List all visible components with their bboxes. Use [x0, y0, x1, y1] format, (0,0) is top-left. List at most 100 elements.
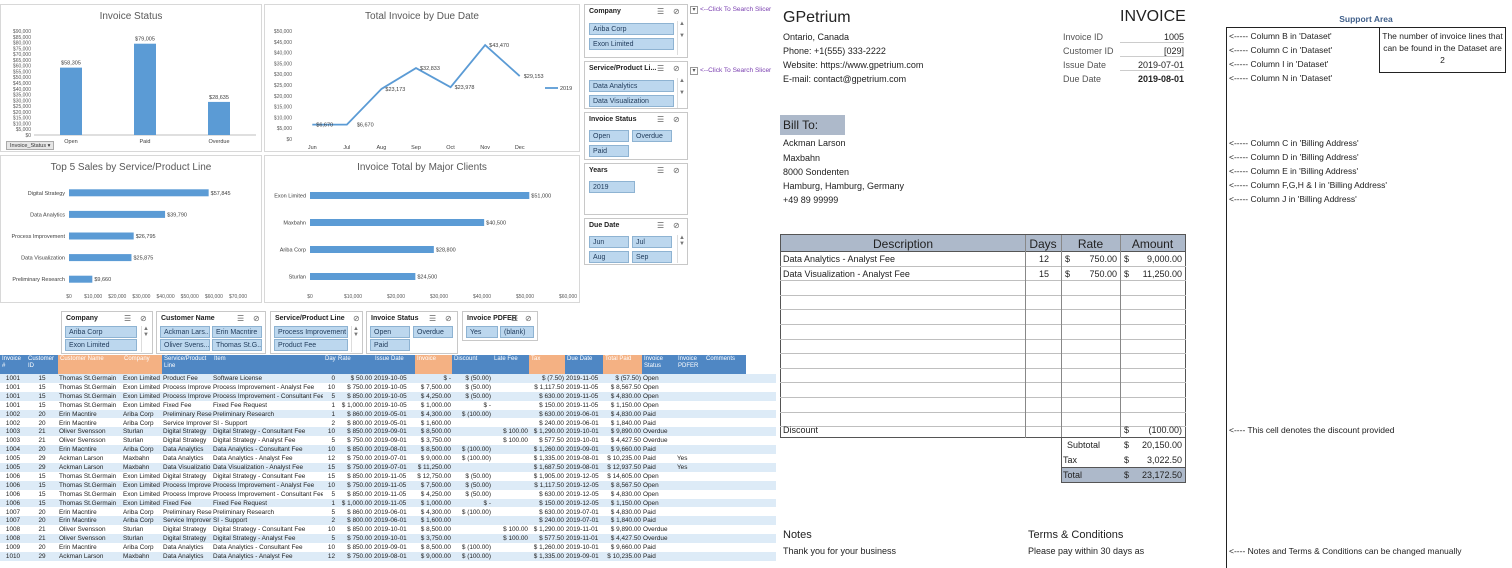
- table-cell[interactable]: SI - Support: [213, 419, 248, 427]
- table-cell[interactable]: 2019-11-05: [374, 499, 407, 507]
- slicer-item[interactable]: Open: [370, 326, 410, 338]
- table-cell[interactable]: Process Improve: [163, 481, 211, 489]
- slicer-scrollbar[interactable]: ▲ ▼: [677, 235, 686, 263]
- table-cell[interactable]: $ 750.00: [347, 553, 372, 560]
- table-row[interactable]: 1002 20 Erin Macntire Ariba Corp Service Imp…: [0, 418, 776, 428]
- table-cell[interactable]: $ 850.00: [347, 544, 372, 552]
- table-cell[interactable]: 5: [331, 508, 335, 516]
- slicer-item[interactable]: Overdue: [632, 130, 672, 142]
- table-cell[interactable]: $ 100.00: [503, 428, 528, 436]
- table-cell[interactable]: 2019-09-01: [566, 553, 599, 560]
- search-slicer-icon[interactable]: ▾: [690, 6, 698, 14]
- column-header[interactable]: Comments: [704, 355, 746, 374]
- table-cell[interactable]: $ 800.00: [347, 517, 372, 525]
- table-cell[interactable]: $ 8,500.00: [420, 544, 451, 552]
- table-cell[interactable]: Data Analytics - Analyst Fee: [213, 455, 293, 463]
- table-cell[interactable]: $ (100.00): [461, 508, 491, 516]
- table-row[interactable]: 1003 21 Oliver Svensson Sturlan Digital Stra…: [0, 427, 776, 437]
- table-cell[interactable]: Data Analytics - Consultant Fee: [213, 544, 303, 552]
- table-cell[interactable]: 2: [331, 517, 335, 525]
- table-cell[interactable]: Overdue: [643, 526, 668, 534]
- line-item-row[interactable]: [780, 398, 1186, 413]
- table-cell[interactable]: SI - Support: [213, 517, 248, 525]
- table-cell[interactable]: Open: [643, 481, 659, 489]
- table-cell[interactable]: Data Analytics: [163, 446, 204, 454]
- table-cell[interactable]: Maxbahn: [123, 553, 150, 560]
- table-cell[interactable]: $ 1,150.00: [610, 499, 641, 507]
- company-slicer[interactable]: Company ☰ ⊘ Ariba Corp Exon Limited ▲ ▼: [584, 4, 688, 58]
- table-cell[interactable]: 5: [331, 437, 335, 445]
- table-cell[interactable]: 29: [38, 464, 46, 471]
- table-cell[interactable]: 20: [38, 508, 46, 516]
- table-cell[interactable]: $ 630.00: [539, 410, 564, 418]
- line-desc[interactable]: Data Analytics - Analyst Fee: [783, 254, 896, 264]
- column-header[interactable]: Issue Date: [373, 355, 415, 374]
- table-cell[interactable]: 2019-12-05: [566, 490, 599, 498]
- table-cell[interactable]: $ 12,937.50: [607, 464, 641, 471]
- table-cell[interactable]: Overdue: [643, 535, 668, 543]
- invoice-status-slicer[interactable]: Invoice Status ☰ ⊘ Open Overdue Paid: [584, 112, 688, 160]
- table-cell[interactable]: 1005: [5, 464, 21, 471]
- table-cell[interactable]: $ 1,000.00: [341, 499, 372, 507]
- table-cell[interactable]: 1007: [5, 508, 21, 516]
- table-cell[interactable]: 5: [331, 535, 335, 543]
- table-cell[interactable]: Data Analytics: [163, 544, 204, 552]
- table-cell[interactable]: Exon Limited: [123, 383, 160, 391]
- slicer-item[interactable]: Exon Limited: [65, 339, 137, 351]
- table-cell[interactable]: 1004: [5, 446, 21, 454]
- table-cell[interactable]: $ 4,250.00: [420, 392, 451, 400]
- table-cell[interactable]: $ 7,500.00: [420, 383, 451, 391]
- table-cell[interactable]: 2019-10-01: [566, 437, 599, 445]
- table-cell[interactable]: $ 630.00: [539, 508, 564, 516]
- table-cell[interactable]: $ (100.00): [461, 410, 491, 418]
- table-cell[interactable]: 2019-08-01: [566, 455, 599, 463]
- table-customer-slicer[interactable]: Customer Name ☰ ⊘ Ackman Lars... Erin Ma…: [156, 311, 266, 354]
- table-cell[interactable]: Paid: [643, 419, 656, 427]
- table-cell[interactable]: Digital Strategy - Consultant Fee: [213, 428, 306, 436]
- top5-sales-chart[interactable]: Top 5 Sales by Service/Product Line $57,…: [0, 155, 262, 303]
- column-header[interactable]: Discount: [452, 355, 492, 374]
- multi-select-icon[interactable]: ☰: [657, 64, 665, 73]
- table-row[interactable]: 1006 15 Thomas St.Germain Exon Limited Digit…: [0, 471, 776, 481]
- search-slicer-hint[interactable]: <--Click To Search Slicer: [700, 6, 772, 13]
- table-row[interactable]: 1006 15 Thomas St.Germain Exon Limited Fixed…: [0, 498, 776, 508]
- table-cell[interactable]: Paid: [643, 410, 656, 418]
- search-slicer-hint[interactable]: <--Click To Search Slicer: [700, 67, 772, 74]
- slicer-item[interactable]: Sep: [632, 251, 672, 263]
- table-cell[interactable]: 2019-10-05: [374, 375, 407, 382]
- table-cell[interactable]: $ 9,660.00: [610, 446, 641, 454]
- table-row[interactable]: 1008 21 Oliver Svensson Sturlan Digital Stra…: [0, 534, 776, 544]
- line-desc[interactable]: Data Visualization - Analyst Fee: [783, 269, 910, 279]
- column-header[interactable]: Invoice #: [0, 355, 26, 374]
- table-cell[interactable]: Digital Strategy: [163, 428, 207, 436]
- table-cell[interactable]: $ (100.00): [461, 446, 491, 454]
- table-cell[interactable]: $ 9,000.00: [420, 455, 451, 463]
- table-cell[interactable]: $ 1,000.00: [341, 401, 372, 409]
- table-cell[interactable]: Overdue: [643, 428, 668, 436]
- due-date-slicer[interactable]: Due Date ☰ ⊘ Jun Jul Aug Sep ▲ ▼: [584, 218, 688, 265]
- dataset-table[interactable]: Invoice # Customer ID Customer Name Company…: [0, 355, 776, 561]
- clear-filter-icon[interactable]: ⊘: [673, 115, 680, 124]
- years-slicer[interactable]: Years ☰ ⊘ 2019: [584, 163, 688, 215]
- table-cell[interactable]: 29: [38, 455, 46, 463]
- table-cell[interactable]: Process Improve: [163, 383, 211, 391]
- table-cell[interactable]: Digital Strategy - Analyst Fee: [213, 535, 296, 543]
- table-cell[interactable]: 10: [327, 446, 335, 454]
- table-cell[interactable]: 20: [38, 410, 46, 418]
- line-item-row[interactable]: [780, 267, 1186, 282]
- multi-select-icon[interactable]: ☰: [657, 166, 665, 175]
- table-cell[interactable]: 2019-10-01: [566, 544, 599, 552]
- table-cell[interactable]: $ 4,830.00: [610, 410, 641, 418]
- table-cell[interactable]: 5: [331, 392, 335, 400]
- slicer-item[interactable]: Jul: [632, 236, 672, 248]
- table-cell[interactable]: $ 860.00: [347, 410, 372, 418]
- column-header[interactable]: Service/Product Line: [162, 355, 212, 374]
- table-cell[interactable]: $ 630.00: [539, 392, 564, 400]
- slicer-scrollbar[interactable]: ▲ ▼: [677, 78, 686, 108]
- table-cell[interactable]: Ackman Larson: [59, 455, 104, 463]
- line-item-row[interactable]: [780, 340, 1186, 355]
- table-cell[interactable]: $ 9,000.00: [420, 553, 451, 560]
- table-cell[interactable]: 10: [327, 383, 335, 391]
- table-cell[interactable]: Erin Macntire: [59, 446, 97, 454]
- table-cell[interactable]: Paid: [643, 553, 656, 560]
